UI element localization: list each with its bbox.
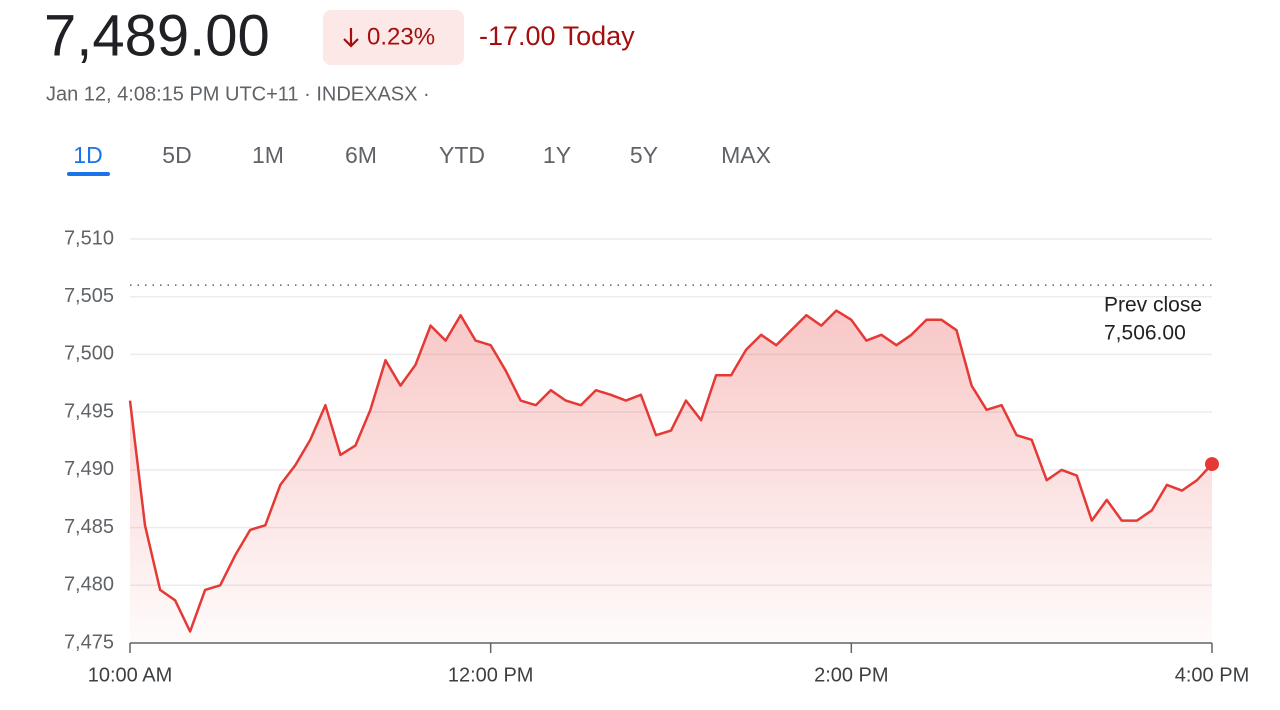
y-tick-label: 7,505 xyxy=(64,285,114,307)
y-tick-label: 7,495 xyxy=(64,400,114,422)
x-tick-label: 10:00 AM xyxy=(88,664,173,686)
change-today: -17.00 Today xyxy=(479,21,635,51)
price-line xyxy=(128,309,1213,633)
time-range-tab[interactable]: 5D xyxy=(162,142,191,168)
y-tick-label: 7,500 xyxy=(64,343,114,365)
price: 7,489.00 xyxy=(44,3,270,68)
x-tick-label: 2:00 PM xyxy=(814,664,888,686)
subtitle: Jan 12, 4:08:15 PM UTC+11 · INDEXASX · xyxy=(46,83,430,105)
prev-close-name: Prev close xyxy=(1104,294,1202,317)
y-tick-label: 7,510 xyxy=(64,227,114,249)
down-arrow-icon xyxy=(343,28,359,48)
x-tick-label: 4:00 PM xyxy=(1175,664,1249,686)
y-tick-label: 7,475 xyxy=(64,631,114,653)
time-range-tab[interactable]: MAX xyxy=(721,142,771,168)
time-range-tab[interactable]: 1D xyxy=(73,142,102,168)
change-badge xyxy=(323,10,464,65)
y-tick-label: 7,480 xyxy=(64,574,114,596)
time-range-tab[interactable]: 1Y xyxy=(543,142,571,168)
time-range-tab[interactable]: YTD xyxy=(439,142,485,168)
time-range-tab[interactable]: 1M xyxy=(252,142,284,168)
change-percent: 0.23% xyxy=(367,23,435,50)
y-tick-label: 7,490 xyxy=(64,458,114,480)
active-tab-indicator xyxy=(67,172,110,176)
x-tick-label: 12:00 PM xyxy=(448,664,534,686)
price-area xyxy=(130,310,1212,643)
time-range-tab[interactable]: 6M xyxy=(345,142,377,168)
prev-close-label: 7,506.00 xyxy=(1104,322,1186,345)
time-range-tab[interactable]: 5Y xyxy=(630,142,658,168)
last-point xyxy=(1205,457,1219,472)
y-tick-label: 7,485 xyxy=(64,516,114,538)
